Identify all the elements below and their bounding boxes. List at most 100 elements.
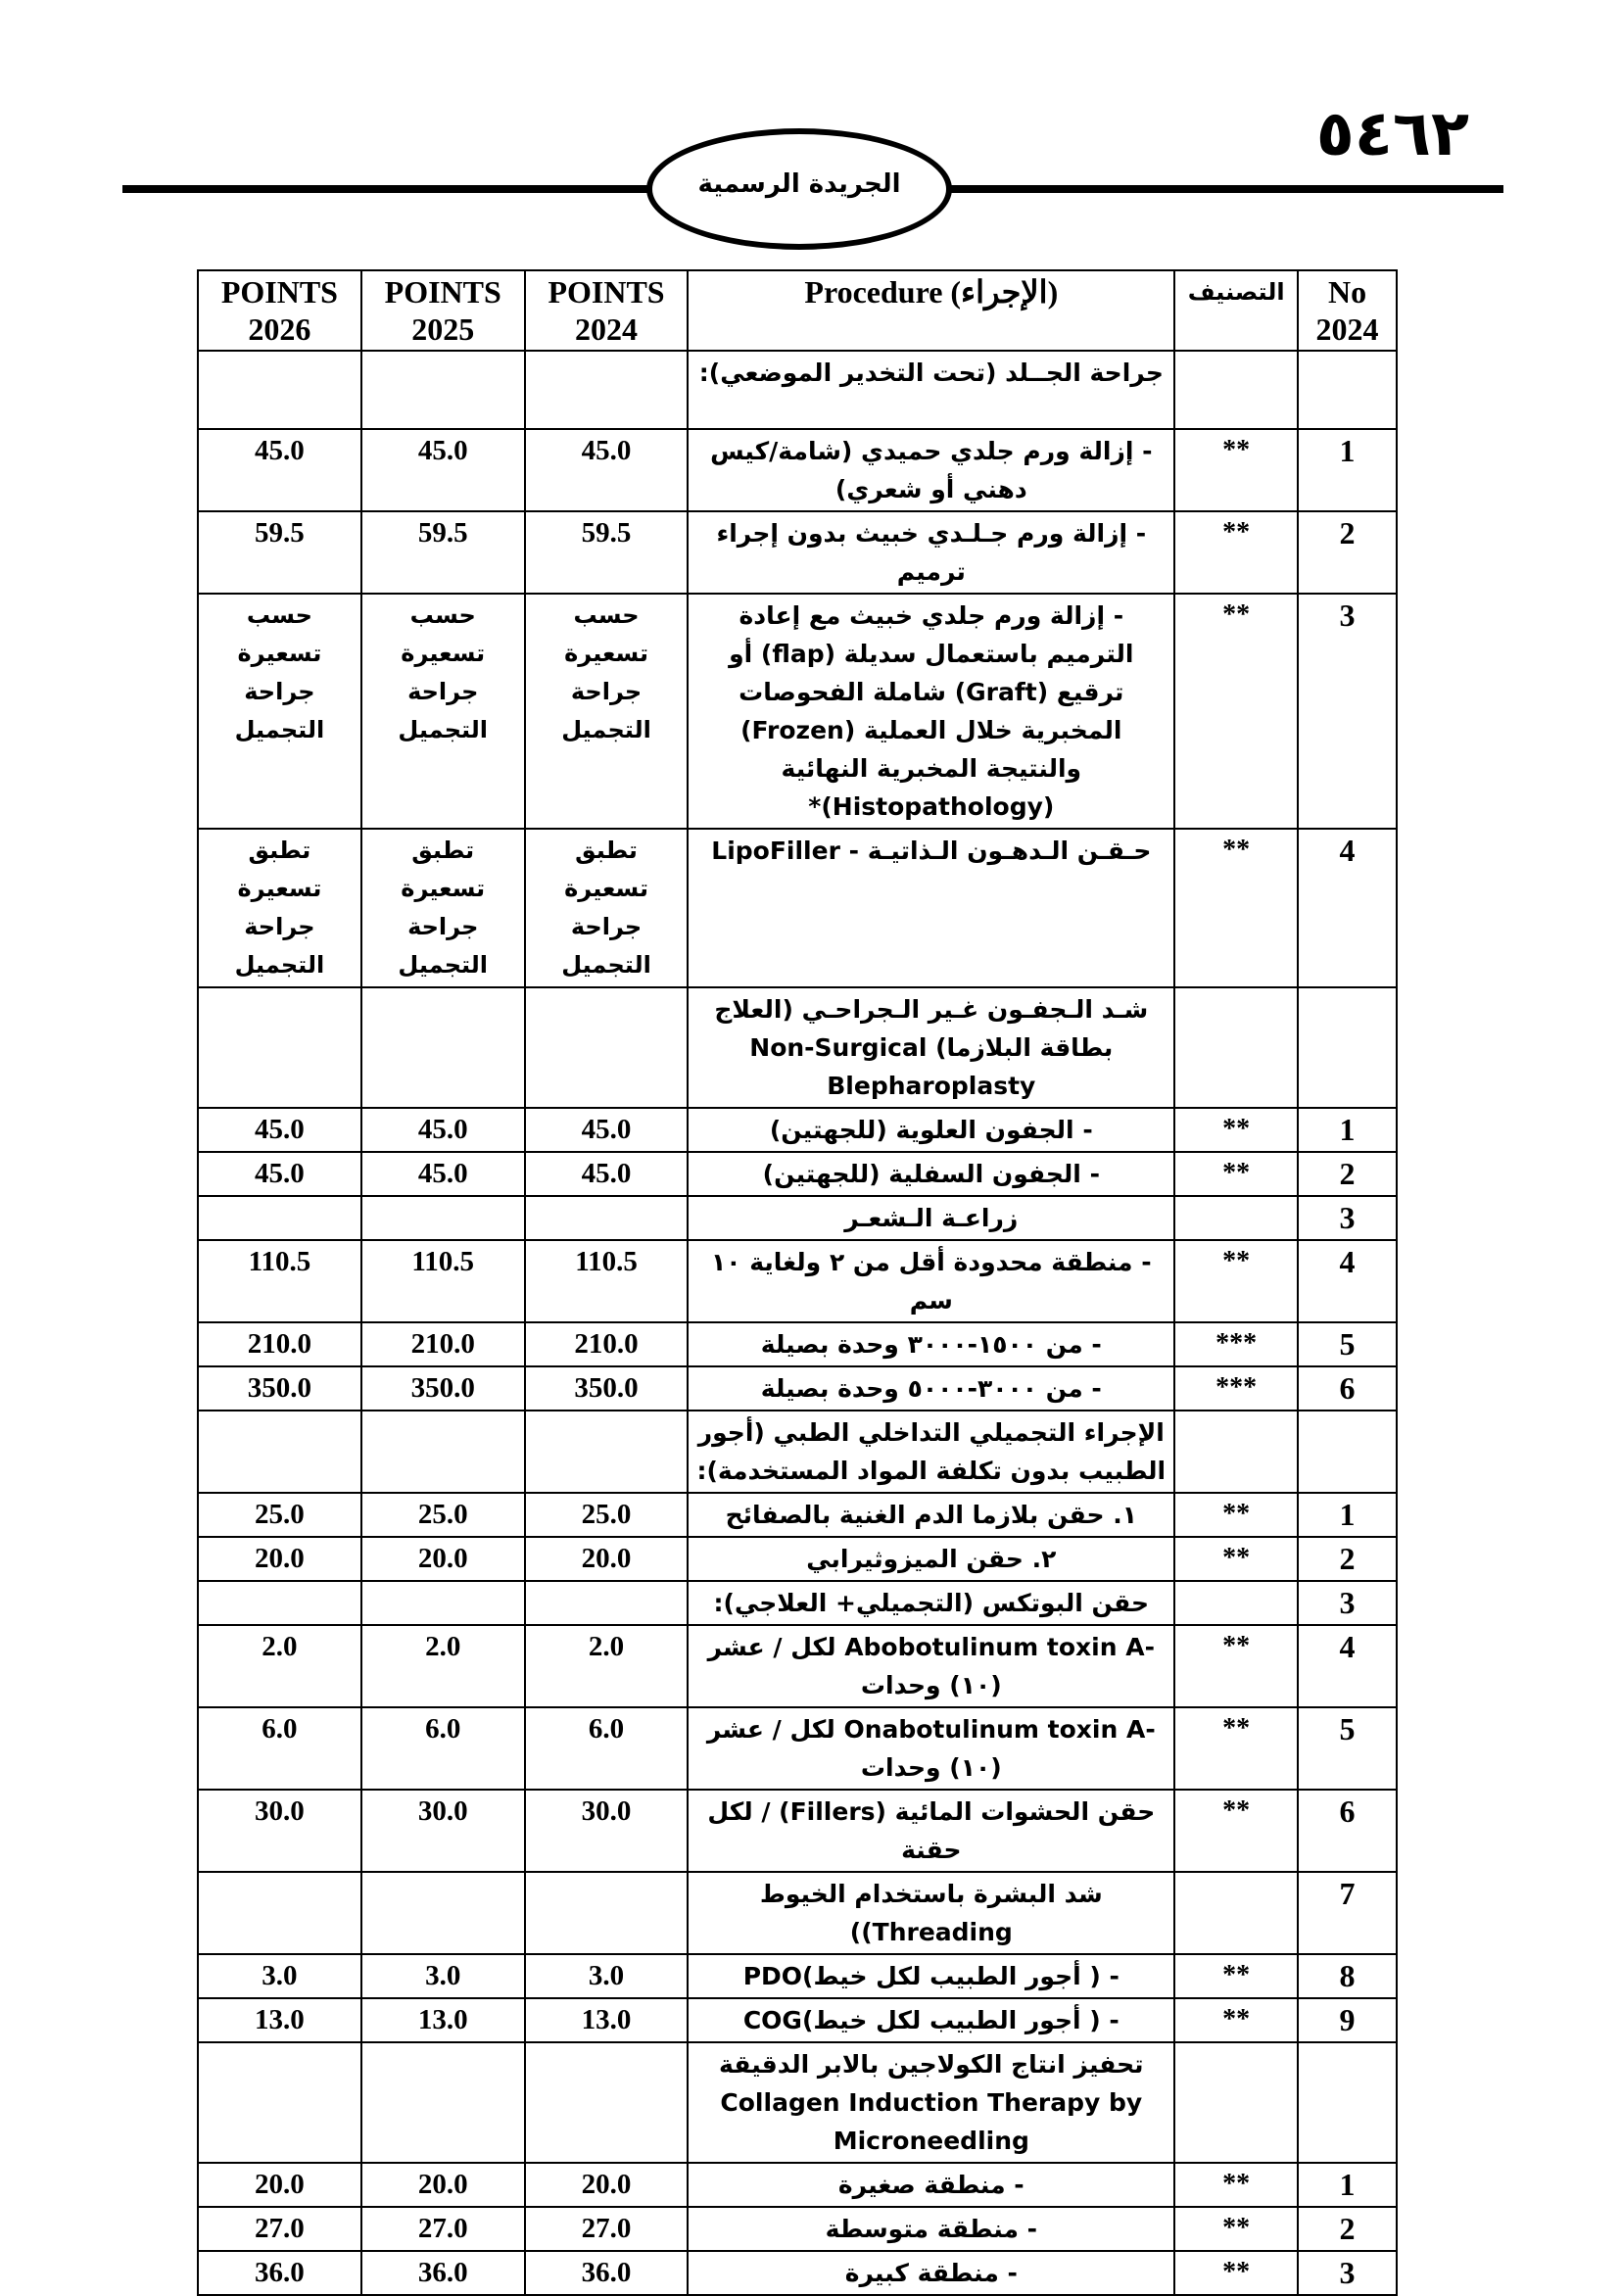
col-procedure: Procedure (الإجراء) xyxy=(687,269,1176,352)
page-number: ٥٤٦٢ xyxy=(1315,98,1469,170)
procedure-cell: - منطقة صغيرة xyxy=(687,2162,1176,2208)
gazette-title-oval: الجريدة الرسمية xyxy=(646,128,952,250)
no-cell: 2 xyxy=(1297,1151,1398,1197)
procedure-cell: - من ١٥٠٠-٣٠٠٠ وحدة بصيلة xyxy=(687,1321,1176,1367)
points-2026-cell: 59.5 xyxy=(197,510,362,595)
col-points-2025: POINTS 2025 xyxy=(359,269,526,352)
points-2026-cell: 13.0 xyxy=(197,1997,362,2043)
no-cell: 3 xyxy=(1297,593,1398,830)
points-2024-cell xyxy=(523,1580,690,1626)
points-2026-cell: 210.0 xyxy=(197,1321,362,1367)
points-2024-cell: 110.5 xyxy=(523,1239,690,1323)
points-2026-cell xyxy=(197,1410,362,1494)
classification-cell: ** xyxy=(1173,1624,1300,1708)
points-2024-cell: 59.5 xyxy=(523,510,690,595)
points-2024-cell: 3.0 xyxy=(523,1953,690,1999)
no-cell xyxy=(1297,350,1398,430)
classification-cell: ** xyxy=(1173,1953,1300,1999)
no-cell: 3 xyxy=(1297,1195,1398,1241)
points-2025-cell: 30.0 xyxy=(359,1789,526,1873)
points-2024-cell: 6.0 xyxy=(523,1706,690,1791)
points-2025-cell: 6.0 xyxy=(359,1706,526,1791)
points-2026-cell: حسب تسعيرة جراحة التجميل xyxy=(197,593,362,830)
col-classification: التصنيف xyxy=(1173,269,1300,352)
table-row: 3.0 3.0 3.0- ( أجور الطبيب لكل خيط)PDO ** 8 xyxy=(197,1953,1398,1999)
classification-cell: ** xyxy=(1173,2250,1300,2296)
table-row: 13.0 13.0 13.0- ( أجور الطبيب لكل خيط)COG *… xyxy=(197,1997,1398,2043)
points-2025-cell xyxy=(359,350,526,430)
table-row: 45.0 45.0 45.0- إزالة ورم جلدي حميدي (شامة… xyxy=(197,428,1398,512)
table-row: 36.0 36.0 36.0- منطقة كبيرة ** 3 xyxy=(197,2250,1398,2296)
points-2024-cell xyxy=(523,1871,690,1955)
points-2026-cell: 45.0 xyxy=(197,428,362,512)
table-row: 20.0 20.0 20.0 ٢. حقن الميزوثيرابي ** 2 xyxy=(197,1536,1398,1582)
classification-cell: ** xyxy=(1173,1492,1300,1538)
points-2024-cell: 20.0 xyxy=(523,1536,690,1582)
points-2025-cell: 25.0 xyxy=(359,1492,526,1538)
procedure-cell: ٢. حقن الميزوثيرابي xyxy=(687,1536,1176,1582)
points-2025-cell: 2.0 xyxy=(359,1624,526,1708)
classification-cell: ** xyxy=(1173,1107,1300,1153)
points-2025-cell: 45.0 xyxy=(359,1107,526,1153)
procedure-cell: - منطقة كبيرة xyxy=(687,2250,1176,2296)
points-2026-cell xyxy=(197,350,362,430)
classification-cell: ** xyxy=(1173,2206,1300,2252)
points-2025-cell: 45.0 xyxy=(359,428,526,512)
points-2024-cell: 350.0 xyxy=(523,1365,690,1411)
no-cell: 2 xyxy=(1297,2206,1398,2252)
classification-cell: *** xyxy=(1173,1365,1300,1411)
table-row: جراحة الجــلد (تحت التخدير الموضعي): xyxy=(197,350,1398,430)
table-row: تطبق تسعيرة جراحة التجميل تطبق تسعيرة جرا… xyxy=(197,828,1398,988)
col-points-2026: POINTS 2026 xyxy=(197,269,362,352)
no-cell: 1 xyxy=(1297,428,1398,512)
no-cell xyxy=(1297,2041,1398,2164)
table-row: 59.5 59.5 59.5- إزالة ورم جـلـدي خبيث بدون… xyxy=(197,510,1398,595)
points-2024-cell xyxy=(523,1410,690,1494)
points-2025-cell xyxy=(359,1410,526,1494)
col-points-2024: POINTS 2024 xyxy=(523,269,690,352)
no-cell: 5 xyxy=(1297,1706,1398,1791)
classification-cell: ** xyxy=(1173,1151,1300,1197)
points-2026-cell: 45.0 xyxy=(197,1107,362,1153)
points-2024-cell: حسب تسعيرة جراحة التجميل xyxy=(523,593,690,830)
procedures-table: POINTS 2026 POINTS 2025 POINTS 2024 Proc… xyxy=(197,269,1398,2296)
no-cell: 4 xyxy=(1297,1624,1398,1708)
points-2024-cell: 36.0 xyxy=(523,2250,690,2296)
table-row: شـد الـجفـون غـير الـجراحـي (العلاج بطاق… xyxy=(197,986,1398,1109)
no-cell: 1 xyxy=(1297,1107,1398,1153)
points-2025-cell xyxy=(359,1580,526,1626)
procedure-cell: -Abobotulinum toxin A لكل / عشر (١٠) وحد… xyxy=(687,1624,1176,1708)
points-2024-cell: 20.0 xyxy=(523,2162,690,2208)
points-2025-cell: 27.0 xyxy=(359,2206,526,2252)
points-2026-cell: 3.0 xyxy=(197,1953,362,1999)
classification-cell: ** xyxy=(1173,1789,1300,1873)
no-cell: 6 xyxy=(1297,1365,1398,1411)
points-2024-cell xyxy=(523,1195,690,1241)
points-2024-cell: 45.0 xyxy=(523,1107,690,1153)
procedure-cell: الإجراء التجميلي التداخلي الطبي (أجور ال… xyxy=(687,1410,1176,1494)
classification-cell: *** xyxy=(1173,1321,1300,1367)
procedure-cell: تحفيز انتاج الكولاجين بالابر الدقيقة Col… xyxy=(687,2041,1176,2164)
table-row: 6.0 6.0 6.0 -Onabotulinum toxin A لكل / عشر… xyxy=(197,1706,1398,1791)
gazette-title: الجريدة الرسمية xyxy=(697,169,901,199)
points-2025-cell xyxy=(359,1871,526,1955)
procedure-cell: - ( أجور الطبيب لكل خيط)PDO xyxy=(687,1953,1176,1999)
points-2024-cell: 25.0 xyxy=(523,1492,690,1538)
procedure-cell: - إزالة ورم جـلـدي خبيث بدون إجراء ترميم xyxy=(687,510,1176,595)
no-cell: 2 xyxy=(1297,1536,1398,1582)
points-2026-cell: 20.0 xyxy=(197,2162,362,2208)
classification-cell: ** xyxy=(1173,1536,1300,1582)
points-2025-cell xyxy=(359,2041,526,2164)
table-row: 2.0 2.0 2.0 -Abobotulinum toxin A لكل / عشر… xyxy=(197,1624,1398,1708)
procedure-cell: - الجفون العلوية (للجهتين) xyxy=(687,1107,1176,1153)
classification-cell xyxy=(1173,350,1300,430)
points-2026-cell: 45.0 xyxy=(197,1151,362,1197)
procedure-cell: حـقـن الـدهـون الـذاتيـة - LipoFiller xyxy=(687,828,1176,988)
points-2026-cell: 2.0 xyxy=(197,1624,362,1708)
points-2025-cell: 45.0 xyxy=(359,1151,526,1197)
points-2026-cell: 6.0 xyxy=(197,1706,362,1791)
no-cell: 2 xyxy=(1297,510,1398,595)
no-cell: 4 xyxy=(1297,1239,1398,1323)
no-cell: 5 xyxy=(1297,1321,1398,1367)
points-2025-cell: تطبق تسعيرة جراحة التجميل xyxy=(359,828,526,988)
